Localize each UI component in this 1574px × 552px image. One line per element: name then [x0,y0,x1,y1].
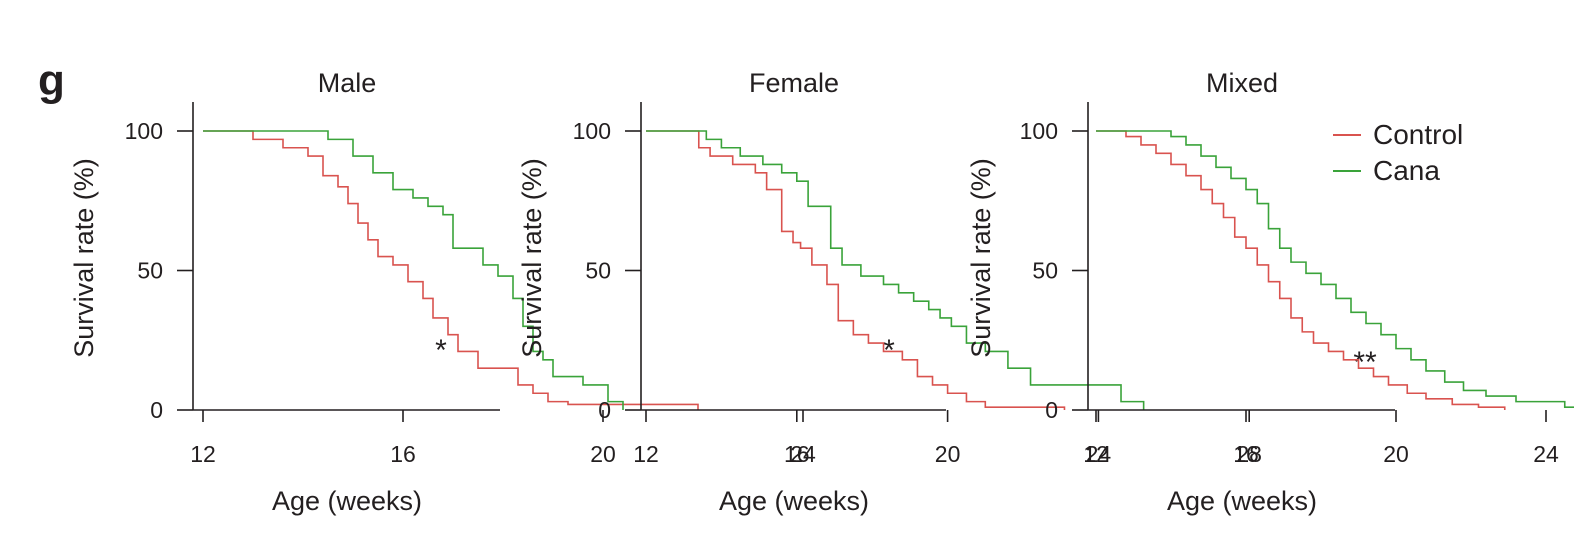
chart-title: Female [749,68,839,98]
chart-female: Female Survival rate (%) Age (weeks) * 0… [517,68,1262,516]
y-tick-label: 0 [1045,397,1058,423]
series-line-control [1096,130,1506,410]
x-tick-label: 24 [1086,441,1112,467]
legend: Control Cana [1333,119,1463,186]
x-tick-label: 20 [590,441,616,467]
x-tick-label: 20 [935,441,961,467]
significance-marker: * [883,334,895,367]
x-axis-label: Age (weeks) [719,486,869,516]
chart-title: Mixed [1206,68,1278,98]
y-tick-label: 100 [573,118,611,144]
legend-label-cana: Cana [1373,155,1440,186]
y-tick-label: 50 [1032,258,1058,284]
series-line-cana [203,130,624,410]
series-line-control [646,130,1066,410]
x-tick-label: 12 [190,441,216,467]
y-tick-label: 50 [585,258,611,284]
y-tick-label: 50 [137,258,163,284]
y-axis-label: Survival rate (%) [69,158,99,358]
x-tick-label: 20 [1383,441,1409,467]
chart-title: Male [318,68,377,98]
x-tick-label: 28 [1236,441,1262,467]
series-line-cana [1096,130,1574,409]
x-tick-label: 16 [1233,441,1259,467]
x-tick-label: 24 [1533,441,1559,467]
x-axis-label: Age (weeks) [272,486,422,516]
significance-marker: * [435,334,447,367]
series-line-control [203,130,699,410]
y-tick-label: 0 [598,397,611,423]
x-tick-label: 16 [390,441,416,467]
significance-marker: ** [1353,346,1377,379]
series-line-cana [646,130,1145,410]
x-tick-label: 24 [790,441,816,467]
y-axis-label: Survival rate (%) [517,158,547,358]
y-tick-label: 0 [150,397,163,423]
x-tick-label: 12 [633,441,659,467]
y-axis-label: Survival rate (%) [966,158,996,358]
panel-label: g [38,56,65,105]
y-tick-label: 100 [125,118,163,144]
chart-male: Male Survival rate (%) Age (weeks) * 0 50… [69,68,816,516]
x-axis-label: Age (weeks) [1167,486,1317,516]
legend-label-control: Control [1373,119,1463,150]
x-tick-label: 16 [784,441,810,467]
y-tick-label: 100 [1020,118,1058,144]
chart-mixed: Mixed Survival rate (%) Age (weeks) ** C… [966,68,1574,516]
x-tick-label: 12 [1083,441,1109,467]
